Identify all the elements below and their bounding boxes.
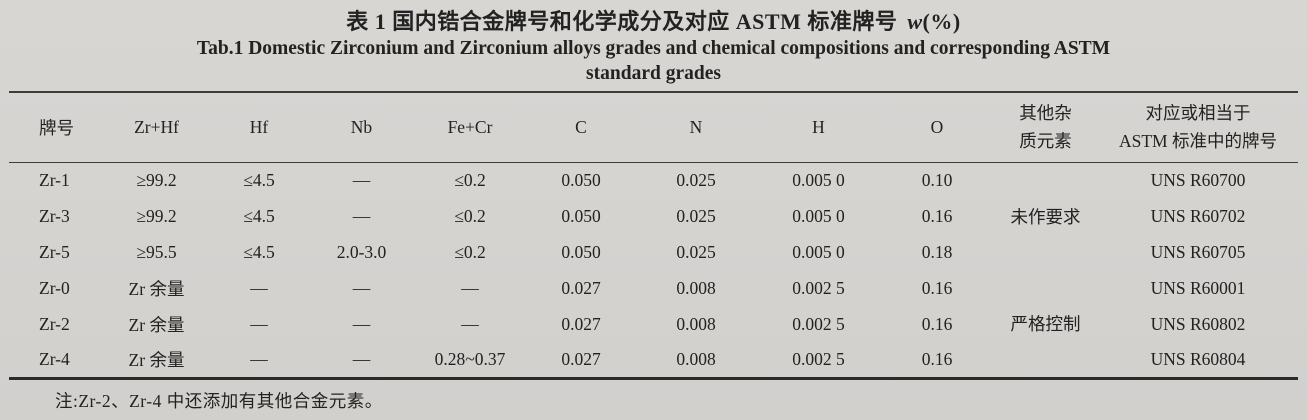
cell-hf: — [250, 348, 268, 369]
cell-astm: UNS R60702 [1150, 205, 1246, 226]
cell-astm: UNS R60802 [1150, 313, 1246, 334]
cell-zr-hf: ≥99.2 [136, 169, 177, 190]
table-row-zr5: Zr-5 ≥95.5 ≤4.5 2.0-3.0 ≤0.2 0.050 0.025… [9, 234, 1298, 270]
mass-fraction-symbol: w [907, 9, 923, 34]
caption-english-line2: standard grades [586, 63, 721, 84]
astm-header-line2: ASTM 标准中的牌号 [1119, 131, 1277, 152]
cell-nb: — [352, 348, 371, 369]
table-body: Zr-1 ≥99.2 ≤4.5 — ≤0.2 0.050 0.025 0.005… [9, 162, 1298, 378]
cell-hf: ≤4.5 [243, 169, 275, 190]
cell-o: 0.18 [921, 241, 953, 262]
cell-c: 0.027 [561, 313, 601, 334]
cell-h: 0.002 5 [792, 277, 845, 298]
column-header-hf: Hf [249, 116, 269, 137]
column-header-nb: Nb [350, 116, 373, 137]
mass-fraction-unit: (%) [922, 9, 961, 34]
cell-h: 0.002 5 [792, 348, 845, 369]
cell-h: 0.002 5 [792, 313, 845, 334]
cell-o: 0.16 [921, 277, 953, 298]
cell-hf: — [250, 313, 268, 334]
cell-c: 0.027 [561, 277, 601, 298]
cell-nb: — [352, 277, 371, 298]
column-header-h: H [812, 116, 825, 137]
cell-zr-hf: Zr 余量 [128, 349, 185, 370]
table-footnote: 注:Zr-2、Zr-4 中还添加有其他合金元素。 [55, 390, 383, 411]
cell-h: 0.005 0 [792, 169, 845, 190]
column-header-c: C [575, 116, 587, 137]
cell-grade: Zr-4 [39, 348, 70, 369]
other-impurities-line1: 其他杂 [1019, 103, 1072, 124]
cell-other-impurities-group2: 严格控制 [1010, 313, 1081, 334]
cell-astm: UNS R60001 [1150, 277, 1246, 298]
table-header: 牌号 Zr+Hf Hf Nb Fe+Cr C N H O 其他杂 质元素 对应或… [9, 92, 1298, 162]
other-impurities-line2: 质元素 [1019, 131, 1072, 152]
cell-grade: Zr-3 [39, 205, 70, 226]
column-header-fe-cr: Fe+Cr [447, 116, 493, 137]
cell-fe-cr: ≤0.2 [454, 169, 486, 190]
cell-fe-cr: ≤0.2 [454, 205, 486, 226]
cell-fe-cr: — [461, 313, 479, 334]
cell-astm: UNS R60700 [1150, 169, 1246, 190]
table-row-zr2: Zr-2 Zr 余量 — — — 0.027 0.008 0.002 5 0.1… [9, 306, 1298, 342]
table-row-zr4: Zr-4 Zr 余量 — — 0.28~0.37 0.027 0.008 0.0… [9, 342, 1298, 378]
cell-fe-cr: 0.28~0.37 [434, 348, 506, 369]
table-caption: 表 1 国内锆合金牌号和化学成分及对应 ASTM 标准牌号 w(%) Tab.1 … [0, 7, 1307, 86]
column-header-n: N [689, 116, 703, 137]
cell-h: 0.005 0 [792, 205, 845, 226]
column-header-zr-hf: Zr+Hf [134, 116, 179, 137]
table-row-zr3: Zr-3 ≥99.2 ≤4.5 — ≤0.2 0.050 0.025 0.005… [9, 198, 1298, 234]
cell-hf: ≤4.5 [243, 205, 275, 226]
column-header-other-impurities: 其他杂 质元素 [993, 92, 1098, 162]
cell-zr-hf: ≥99.2 [136, 205, 177, 226]
cell-other-impurities-group1: 未作要求 [1010, 206, 1081, 227]
caption-english-line1: Tab.1 Domestic Zirconium and Zirconium a… [196, 38, 1111, 59]
cell-grade: Zr-0 [39, 277, 70, 298]
column-header-o: O [930, 116, 944, 137]
cell-n: 0.025 [676, 169, 716, 190]
cell-n: 0.008 [676, 313, 716, 334]
cell-h: 0.005 0 [792, 241, 845, 262]
table-row-zr1: Zr-1 ≥99.2 ≤4.5 — ≤0.2 0.050 0.025 0.005… [9, 162, 1298, 227]
cell-grade: Zr-2 [39, 313, 70, 334]
cell-n: 0.025 [676, 241, 716, 262]
cell-nb: — [352, 169, 371, 190]
column-header-grade: 牌号 [39, 117, 74, 138]
cell-zr-hf: ≥95.5 [136, 241, 177, 262]
cell-zr-hf: Zr 余量 [128, 278, 185, 299]
cell-hf: — [250, 277, 268, 298]
cell-c: 0.050 [561, 169, 601, 190]
cell-c: 0.027 [561, 348, 601, 369]
header-row: 牌号 Zr+Hf Hf Nb Fe+Cr C N H O 其他杂 质元素 对应或… [9, 92, 1298, 162]
cell-astm: UNS R60804 [1150, 348, 1246, 369]
cell-n: 0.025 [676, 205, 716, 226]
cell-fe-cr: ≤0.2 [454, 241, 486, 262]
cell-nb: — [352, 313, 371, 334]
cell-zr-hf: Zr 余量 [128, 314, 185, 335]
cell-c: 0.050 [561, 241, 601, 262]
cell-o: 0.10 [921, 169, 953, 190]
cell-grade: Zr-5 [39, 241, 70, 262]
astm-header-line1: 对应或相当于 [1145, 103, 1251, 124]
cell-grade: Zr-1 [39, 169, 70, 190]
cell-o: 0.16 [921, 205, 953, 226]
table-row-zr0: Zr-0 Zr 余量 — — — 0.027 0.008 0.002 5 0.1… [9, 270, 1298, 334]
cell-nb: 2.0-3.0 [336, 241, 387, 262]
cell-n: 0.008 [676, 277, 716, 298]
cell-n: 0.008 [676, 348, 716, 369]
cell-nb: — [352, 205, 371, 226]
cell-astm: UNS R60705 [1150, 241, 1246, 262]
cell-c: 0.050 [561, 205, 601, 226]
composition-table: 牌号 Zr+Hf Hf Nb Fe+Cr C N H O 其他杂 质元素 对应或… [9, 91, 1298, 380]
cell-hf: ≤4.5 [243, 241, 275, 262]
caption-chinese-text: 表 1 国内锆合金牌号和化学成分及对应 ASTM 标准牌号 [346, 9, 898, 34]
cell-fe-cr: — [461, 277, 479, 298]
caption-chinese: 表 1 国内锆合金牌号和化学成分及对应 ASTM 标准牌号 w(%) [0, 7, 1307, 37]
cell-o: 0.16 [921, 313, 953, 334]
column-header-astm: 对应或相当于 ASTM 标准中的牌号 [1098, 92, 1298, 162]
cell-o: 0.16 [921, 348, 953, 369]
